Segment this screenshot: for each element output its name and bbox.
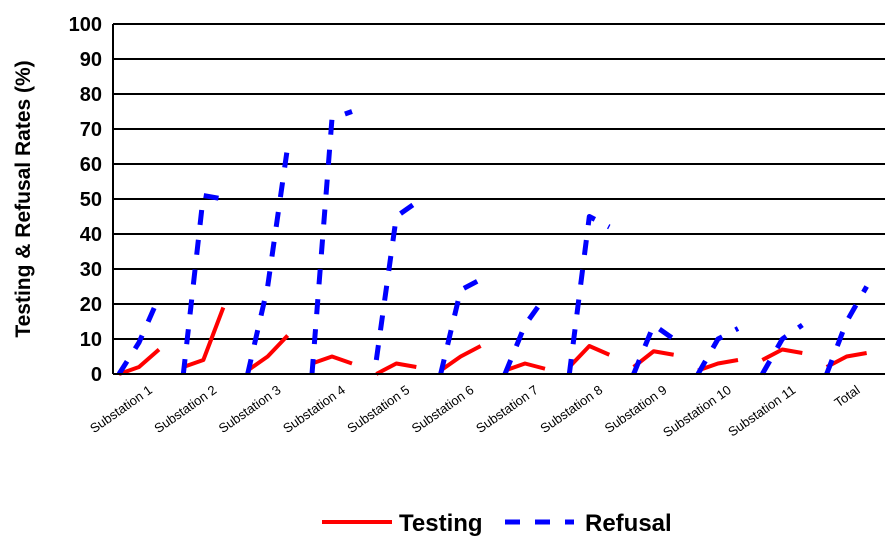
- gridlines: [113, 23, 885, 340]
- y-tick-label: 10: [80, 329, 102, 351]
- testing-segment: [697, 358, 739, 373]
- y-tick-label: 100: [69, 14, 102, 36]
- refusal-segment: [824, 285, 869, 375]
- refusal-segment: [438, 277, 482, 375]
- legend-testing-label: Testing: [399, 510, 483, 537]
- x-category-label: Substation 5: [344, 382, 412, 436]
- y-tick-label: 90: [80, 49, 102, 71]
- axes: [112, 24, 885, 375]
- refusal-segment: [695, 326, 740, 376]
- refusal-segment: [116, 295, 162, 376]
- testing-segment: [439, 344, 482, 373]
- y-axis-label: Testing & Refusal Rates (%): [12, 60, 35, 337]
- refusal-segment: [760, 322, 804, 376]
- refusal-segment: [631, 322, 676, 375]
- testing-segment: [182, 306, 226, 369]
- refusal-segment: [373, 200, 418, 361]
- y-tick-label: 60: [80, 154, 102, 176]
- x-category-label: Substation 6: [409, 382, 477, 436]
- x-category-label: Substation 8: [537, 382, 605, 436]
- y-tick-label: 30: [80, 259, 102, 281]
- x-category-label: Total: [831, 382, 862, 410]
- legend: Testing Refusal: [322, 510, 672, 537]
- testing-segment: [761, 347, 803, 362]
- series-layer: [116, 109, 869, 376]
- refusal-segment: [245, 146, 291, 375]
- refusal-segment: [180, 193, 224, 375]
- refusal-segment: [566, 214, 611, 375]
- y-tick-labels: 0 10 20 30 40 50 60 70 80 90 100: [69, 14, 102, 386]
- y-tick-label: 70: [80, 119, 102, 141]
- x-category-label: Substation 1: [87, 382, 155, 436]
- testing-segment: [246, 334, 290, 373]
- testing-segment: [504, 361, 546, 373]
- y-tick-label: 20: [80, 294, 102, 316]
- y-tick-label: 40: [80, 224, 102, 246]
- y-tick-label: 50: [80, 189, 102, 211]
- x-category-label: Substation 2: [151, 382, 219, 436]
- x-category-label: Substation 10: [660, 382, 734, 440]
- testing-segment: [375, 361, 417, 376]
- testing-segment: [567, 344, 611, 369]
- y-tick-label: 0: [91, 364, 102, 386]
- x-category-label: Substation 4: [280, 382, 348, 436]
- y-tick-label: 80: [80, 84, 102, 106]
- legend-refusal-label: Refusal: [585, 510, 672, 537]
- x-category-label: Substation 11: [725, 382, 798, 439]
- x-category-label: Substation 7: [473, 382, 541, 436]
- refusal-segment: [309, 109, 353, 375]
- testing-segment: [311, 354, 353, 366]
- testing-segment: [118, 347, 161, 376]
- x-category-label: Substation 3: [216, 382, 284, 436]
